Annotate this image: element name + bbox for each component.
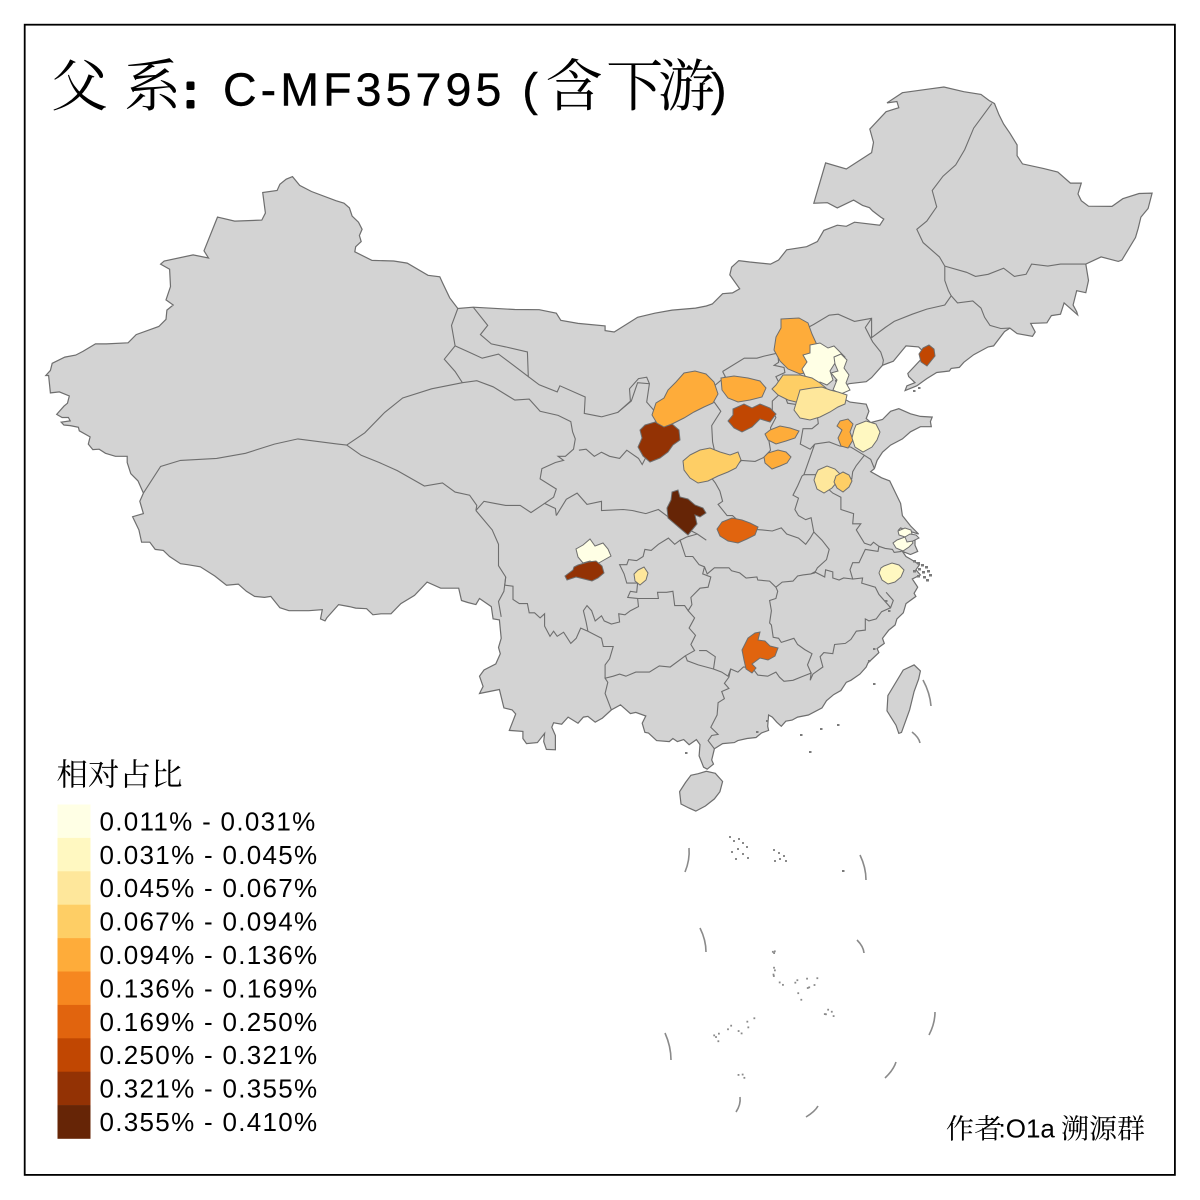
svg-text:0.094% - 0.136%: 0.094% - 0.136% <box>100 940 319 970</box>
svg-text:0.169% - 0.250%: 0.169% - 0.250% <box>100 1007 319 1037</box>
svg-text:0.045% - 0.067%: 0.045% - 0.067% <box>100 873 319 903</box>
svg-text:): ) <box>711 64 727 116</box>
svg-text:0.136% - 0.169%: 0.136% - 0.169% <box>100 973 319 1003</box>
svg-text:0.321% - 0.355%: 0.321% - 0.355% <box>100 1074 319 1104</box>
svg-text:0.011% - 0.031%: 0.011% - 0.031% <box>100 806 317 836</box>
svg-text:C-MF35795 (: C-MF35795 ( <box>223 64 542 116</box>
svg-text:0.031% - 0.045%: 0.031% - 0.045% <box>100 840 319 870</box>
svg-text:0.250% - 0.321%: 0.250% - 0.321% <box>100 1040 319 1070</box>
svg-text::O1a: :O1a <box>999 1114 1056 1144</box>
svg-text:0.067% - 0.094%: 0.067% - 0.094% <box>100 907 319 937</box>
svg-text:0.355% - 0.410%: 0.355% - 0.410% <box>100 1107 319 1137</box>
